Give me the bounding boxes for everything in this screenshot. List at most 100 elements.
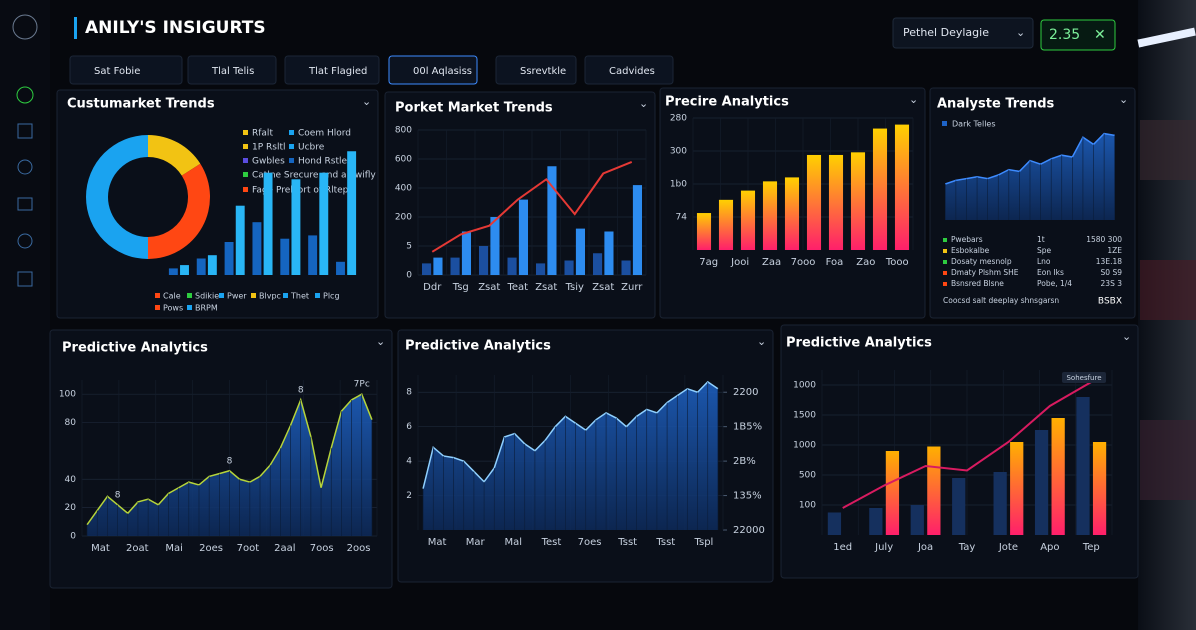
bar — [461, 231, 472, 275]
legend-swatch — [155, 293, 160, 298]
sidebar-icon[interactable] — [17, 197, 33, 211]
y-tick-label: 400 — [395, 184, 412, 194]
filter[interactable] — [495, 55, 577, 85]
area-outline — [422, 380, 719, 489]
y2-tick-label: 1B5% — [733, 422, 762, 433]
chart-title: Predictive Analytics — [62, 341, 208, 356]
legend-label: Gwbles — [252, 157, 285, 167]
dropdown[interactable] — [892, 17, 1034, 49]
bar — [336, 261, 345, 275]
x-tick-label: Mal — [505, 537, 523, 548]
row-cell: 1t — [1037, 235, 1045, 244]
y2-tick-label: 22000 — [733, 525, 765, 536]
x-tick-label: 7ag — [699, 257, 718, 268]
sidebar-icon[interactable] — [17, 271, 33, 287]
filter[interactable] — [584, 55, 674, 85]
row-swatch — [943, 271, 947, 275]
bar — [850, 152, 866, 250]
bar — [872, 128, 888, 250]
footnote-value: BSBX — [1098, 297, 1122, 307]
legend-label: 1P Rsltl — [252, 143, 286, 153]
x-tick-label: Tsiy — [565, 282, 584, 293]
bar — [718, 199, 734, 250]
legend-swatch — [243, 187, 248, 192]
x-tick-label: 2aal — [274, 543, 295, 554]
filter-label: Tlal Telis — [211, 66, 254, 77]
filter[interactable] — [187, 55, 277, 85]
donut-slice — [148, 163, 210, 259]
x-tick-label: Mai — [165, 543, 183, 554]
bar — [547, 166, 557, 275]
legend-label: Cale — [163, 292, 181, 301]
legend-swatch — [251, 293, 256, 298]
y-tick-label: 6 — [406, 422, 412, 432]
filter[interactable] — [388, 55, 478, 85]
bar — [806, 154, 822, 250]
annotation-box — [1062, 372, 1106, 383]
legend-label: Pwer — [227, 292, 247, 301]
donut-slice — [86, 135, 148, 259]
value-box[interactable] — [1040, 19, 1116, 51]
y-tick-label: 40 — [65, 475, 77, 485]
bar — [604, 231, 614, 275]
filter-label: Cadvides — [609, 66, 655, 77]
chart-title: Custumarket Trends — [67, 97, 215, 112]
sidebar — [0, 0, 50, 630]
row-cell: Eon Iks — [1037, 268, 1064, 277]
legend-label: Plcg — [323, 292, 340, 301]
y2-tick-label: 2B% — [733, 456, 756, 467]
row-swatch — [943, 260, 947, 264]
filter[interactable] — [284, 55, 380, 85]
sidebar-icon[interactable] — [16, 86, 34, 104]
filter[interactable] — [69, 55, 183, 85]
bar — [490, 217, 500, 275]
row-cell: 1ZE — [1107, 246, 1122, 255]
row-cell: Dosaty mesnolp — [951, 257, 1012, 266]
bar — [207, 255, 217, 275]
y-tick-label: 800 — [395, 126, 412, 136]
x-tick-label: 2oes — [199, 543, 223, 554]
legend-label: Hond Rstle — [298, 157, 348, 167]
bar — [885, 451, 900, 535]
row-cell: Pobe, 1/4 — [1037, 279, 1072, 288]
bar — [927, 446, 941, 535]
bar — [224, 242, 234, 275]
value: 2.35 — [1049, 27, 1080, 43]
x-tick-label: Tep — [1082, 542, 1100, 553]
legend-swatch — [289, 158, 294, 163]
legend-swatch — [187, 293, 192, 298]
card-menu: ⌄ — [1119, 93, 1128, 106]
card-menu: ⌄ — [757, 335, 766, 348]
y-tick-label: 0 — [70, 532, 76, 542]
row-cell: 13E.18 — [1096, 257, 1122, 266]
title-accent — [74, 17, 77, 39]
y-tick-label: 8 — [406, 388, 412, 398]
y-tick-label: 1000 — [793, 381, 816, 391]
annotation: Sohesfure — [1066, 374, 1101, 382]
legend-label: BRPM — [195, 304, 218, 313]
bar — [592, 253, 603, 275]
bar — [1051, 418, 1065, 535]
legend-swatch — [315, 293, 320, 298]
legend-swatch — [155, 305, 160, 310]
filter-label: Sat Fobie — [94, 66, 140, 77]
x-tick-label: Tsst — [617, 537, 637, 548]
x-tick-label: Jooi — [730, 257, 749, 268]
legend-swatch — [283, 293, 288, 298]
row-cell: Dmaty Plshm SHE — [951, 268, 1019, 277]
row-swatch — [943, 282, 947, 286]
y-tick-label: 2 — [406, 491, 412, 501]
y-tick-label: 100 — [799, 501, 816, 511]
bar — [478, 246, 489, 275]
card-menu: ⌄ — [909, 93, 918, 106]
y-tick-label: 80 — [65, 418, 77, 428]
sidebar-icon[interactable] — [17, 159, 33, 175]
sidebar-icon[interactable] — [17, 123, 33, 139]
chevron: ⌄ — [1016, 26, 1025, 39]
sidebar-icon[interactable] — [12, 14, 38, 40]
bar — [535, 263, 546, 275]
sidebar-icon[interactable] — [17, 233, 33, 249]
y-tick-label: 20 — [65, 503, 77, 513]
app-title: ANILY'S INSIGURTS — [85, 18, 266, 38]
